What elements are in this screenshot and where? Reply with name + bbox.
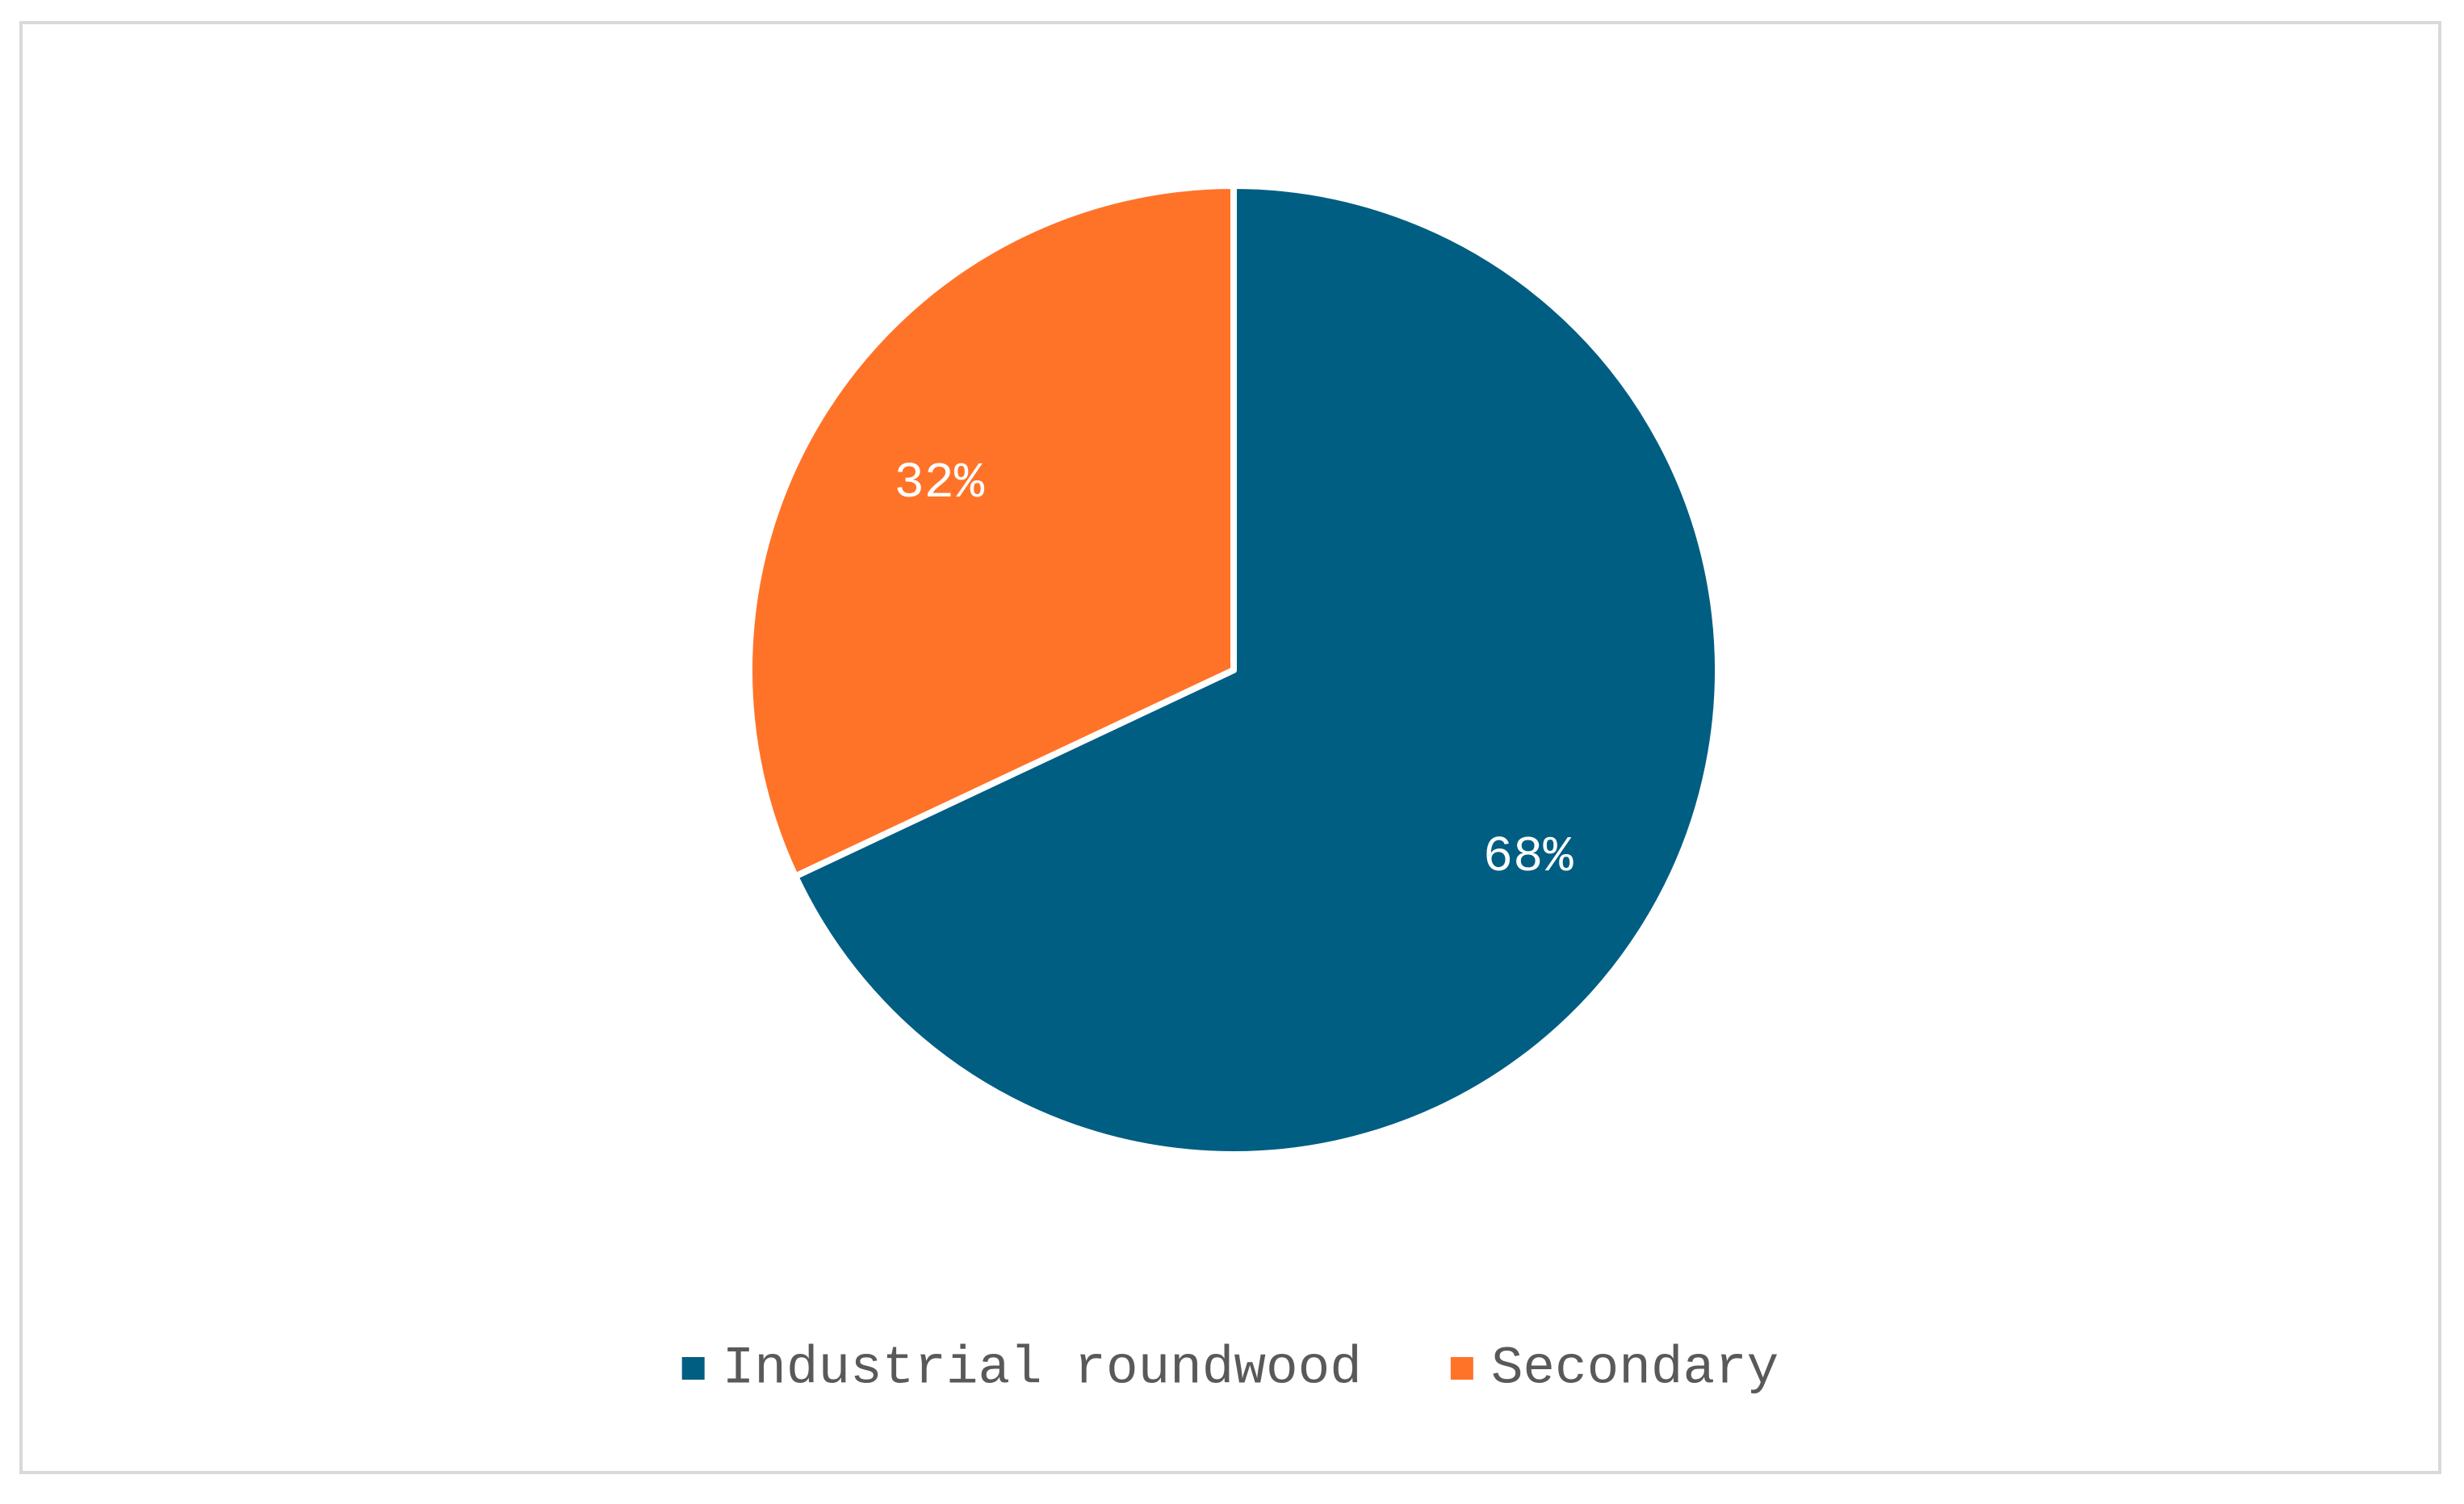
legend-item-industrial-roundwood: Industrial roundwood: [681, 1338, 1362, 1398]
legend: Industrial roundwood Secondary: [681, 1338, 1779, 1398]
data-label-secondary: 32%: [894, 455, 984, 512]
legend-label-industrial-roundwood: Industrial roundwood: [723, 1338, 1362, 1398]
legend-swatch-secondary: [1450, 1357, 1473, 1380]
pie-slice-industrial-roundwood: [792, 182, 1721, 1158]
legend-swatch-industrial-roundwood: [681, 1357, 705, 1380]
legend-item-secondary: Secondary: [1450, 1338, 1779, 1398]
chart-frame: 68% 32% Industrial roundwood Secondary: [19, 21, 2441, 1474]
pie-slice-secondary: [746, 182, 1237, 880]
pie-chart: 68% 32% Industrial roundwood Secondary: [681, 182, 1779, 1398]
data-label-industrial-roundwood: 68%: [1483, 828, 1574, 886]
legend-label-secondary: Secondary: [1491, 1338, 1779, 1398]
